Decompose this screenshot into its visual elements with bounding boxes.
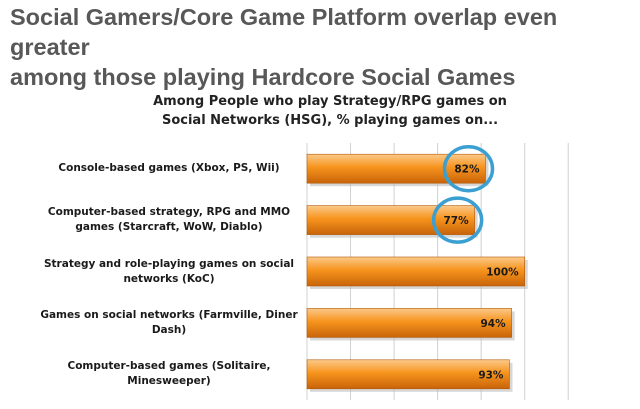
chart-title: Among People who play Strategy/RPG games… bbox=[120, 92, 540, 130]
headline-line-1: Social Gamers/Core Game Platform overlap… bbox=[10, 4, 558, 60]
slide-headline: Social Gamers/Core Game Platform overlap… bbox=[10, 2, 635, 92]
data-label: 93% bbox=[478, 369, 504, 381]
bar bbox=[306, 308, 512, 338]
bar bbox=[306, 256, 525, 287]
chart-title-line-1: Among People who play Strategy/RPG games… bbox=[153, 94, 507, 109]
highlight-circle bbox=[431, 196, 484, 244]
bar bbox=[306, 205, 475, 235]
category-label-line: Computer-based strategy, RPG and MMO bbox=[47, 206, 291, 219]
category-label-line: Computer-based games (Solitaire, bbox=[67, 360, 271, 373]
category-label-line: Console-based games (Xbox, PS, Wii) bbox=[58, 162, 280, 175]
data-label: 82% bbox=[454, 164, 480, 176]
bars: 82% 77% 100% 94% 93% bbox=[306, 144, 528, 392]
category-label: Computer-based strategy, RPG and MMO game… bbox=[40, 205, 298, 235]
category-label-line: Dash) bbox=[151, 323, 187, 336]
chart-title-line-2: Social Networks (HSG), % playing games o… bbox=[161, 113, 499, 128]
highlight-circle bbox=[442, 144, 495, 193]
category-label-line: Strategy and role-playing games on socia… bbox=[43, 257, 295, 270]
category-label-line: games (Starcraft, WoW, Diablo) bbox=[75, 221, 263, 234]
category-label: Computer-based games (Solitaire, Mineswee… bbox=[40, 359, 298, 389]
category-label-line: Minesweeper) bbox=[127, 375, 211, 388]
category-label: Strategy and role-playing games on socia… bbox=[40, 257, 298, 287]
data-label: 100% bbox=[486, 267, 519, 279]
bar bbox=[306, 153, 486, 184]
category-label: Games on social networks (Farmville, Din… bbox=[40, 308, 298, 338]
bar bbox=[306, 359, 510, 390]
category-label: Console-based games (Xbox, PS, Wii) bbox=[40, 161, 298, 176]
data-label: 94% bbox=[480, 318, 506, 330]
data-label: 77% bbox=[443, 215, 469, 227]
category-label-line: Games on social networks (Farmville, Din… bbox=[40, 308, 298, 321]
category-label-line: networks (KoC) bbox=[123, 272, 215, 285]
headline-line-2: among those playing Hardcore Social Game… bbox=[10, 64, 516, 90]
